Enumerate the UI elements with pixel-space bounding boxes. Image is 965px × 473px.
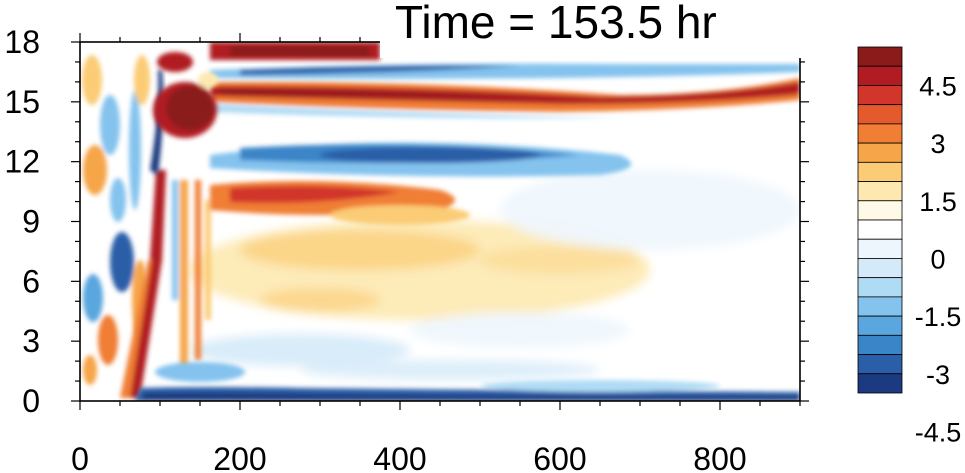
colorbar-box	[857, 373, 903, 394]
x-tick-label: 400	[373, 441, 426, 473]
chart-title: Time = 153.5 hr	[395, 0, 717, 48]
colorbar-tick-label: -3	[926, 360, 950, 390]
colorbar-box	[857, 219, 903, 240]
colorbar-box	[857, 123, 903, 144]
x-axis: 0 200 400 600 800	[71, 33, 801, 473]
colorbar-box	[857, 277, 903, 298]
colorbar-box	[857, 315, 903, 336]
colorbar-box	[857, 354, 903, 375]
y-tick-label: 12	[4, 144, 40, 180]
colorbar-box	[857, 181, 903, 202]
colorbar-box	[857, 296, 903, 317]
y-tick-label: 9	[22, 204, 40, 240]
colorbar-box	[857, 142, 903, 163]
colorbar-box	[857, 104, 903, 125]
y-axis: 0 3 6 9 12 15 18	[4, 24, 809, 419]
colorbar-tick-label: 0	[930, 244, 945, 274]
colorbar-tick-label: 4.5	[919, 71, 957, 101]
y-tick-label: 15	[4, 84, 40, 120]
colorbar-box	[857, 85, 903, 106]
y-tick-label: 3	[22, 323, 40, 359]
colorbar-box	[857, 258, 903, 279]
colorbar-tick-label: -1.5	[915, 302, 962, 332]
heatmap-field	[82, 42, 800, 401]
colorbar-tick-label: 1.5	[919, 187, 957, 217]
colorbar: 4.5 3 1.5 0 -1.5 -3 -4.5	[857, 46, 962, 447]
x-tick-label: 800	[693, 441, 746, 473]
x-tick-label: 0	[71, 441, 89, 473]
y-tick-label: 0	[22, 383, 40, 419]
colorbar-box	[857, 161, 903, 182]
colorbar-box	[857, 65, 903, 86]
x-tick-label: 600	[533, 441, 586, 473]
y-tick-label: 6	[22, 263, 40, 299]
colorbar-box	[857, 46, 903, 67]
colorbar-box	[857, 200, 903, 221]
title-background	[380, 0, 820, 58]
colorbar-box	[857, 334, 903, 355]
y-tick-label: 18	[4, 24, 40, 60]
colorbar-box	[857, 238, 903, 259]
x-tick-label: 200	[213, 441, 266, 473]
colorbar-tick-label: 3	[930, 129, 945, 159]
colorbar-tick-label: -4.5	[915, 417, 962, 447]
